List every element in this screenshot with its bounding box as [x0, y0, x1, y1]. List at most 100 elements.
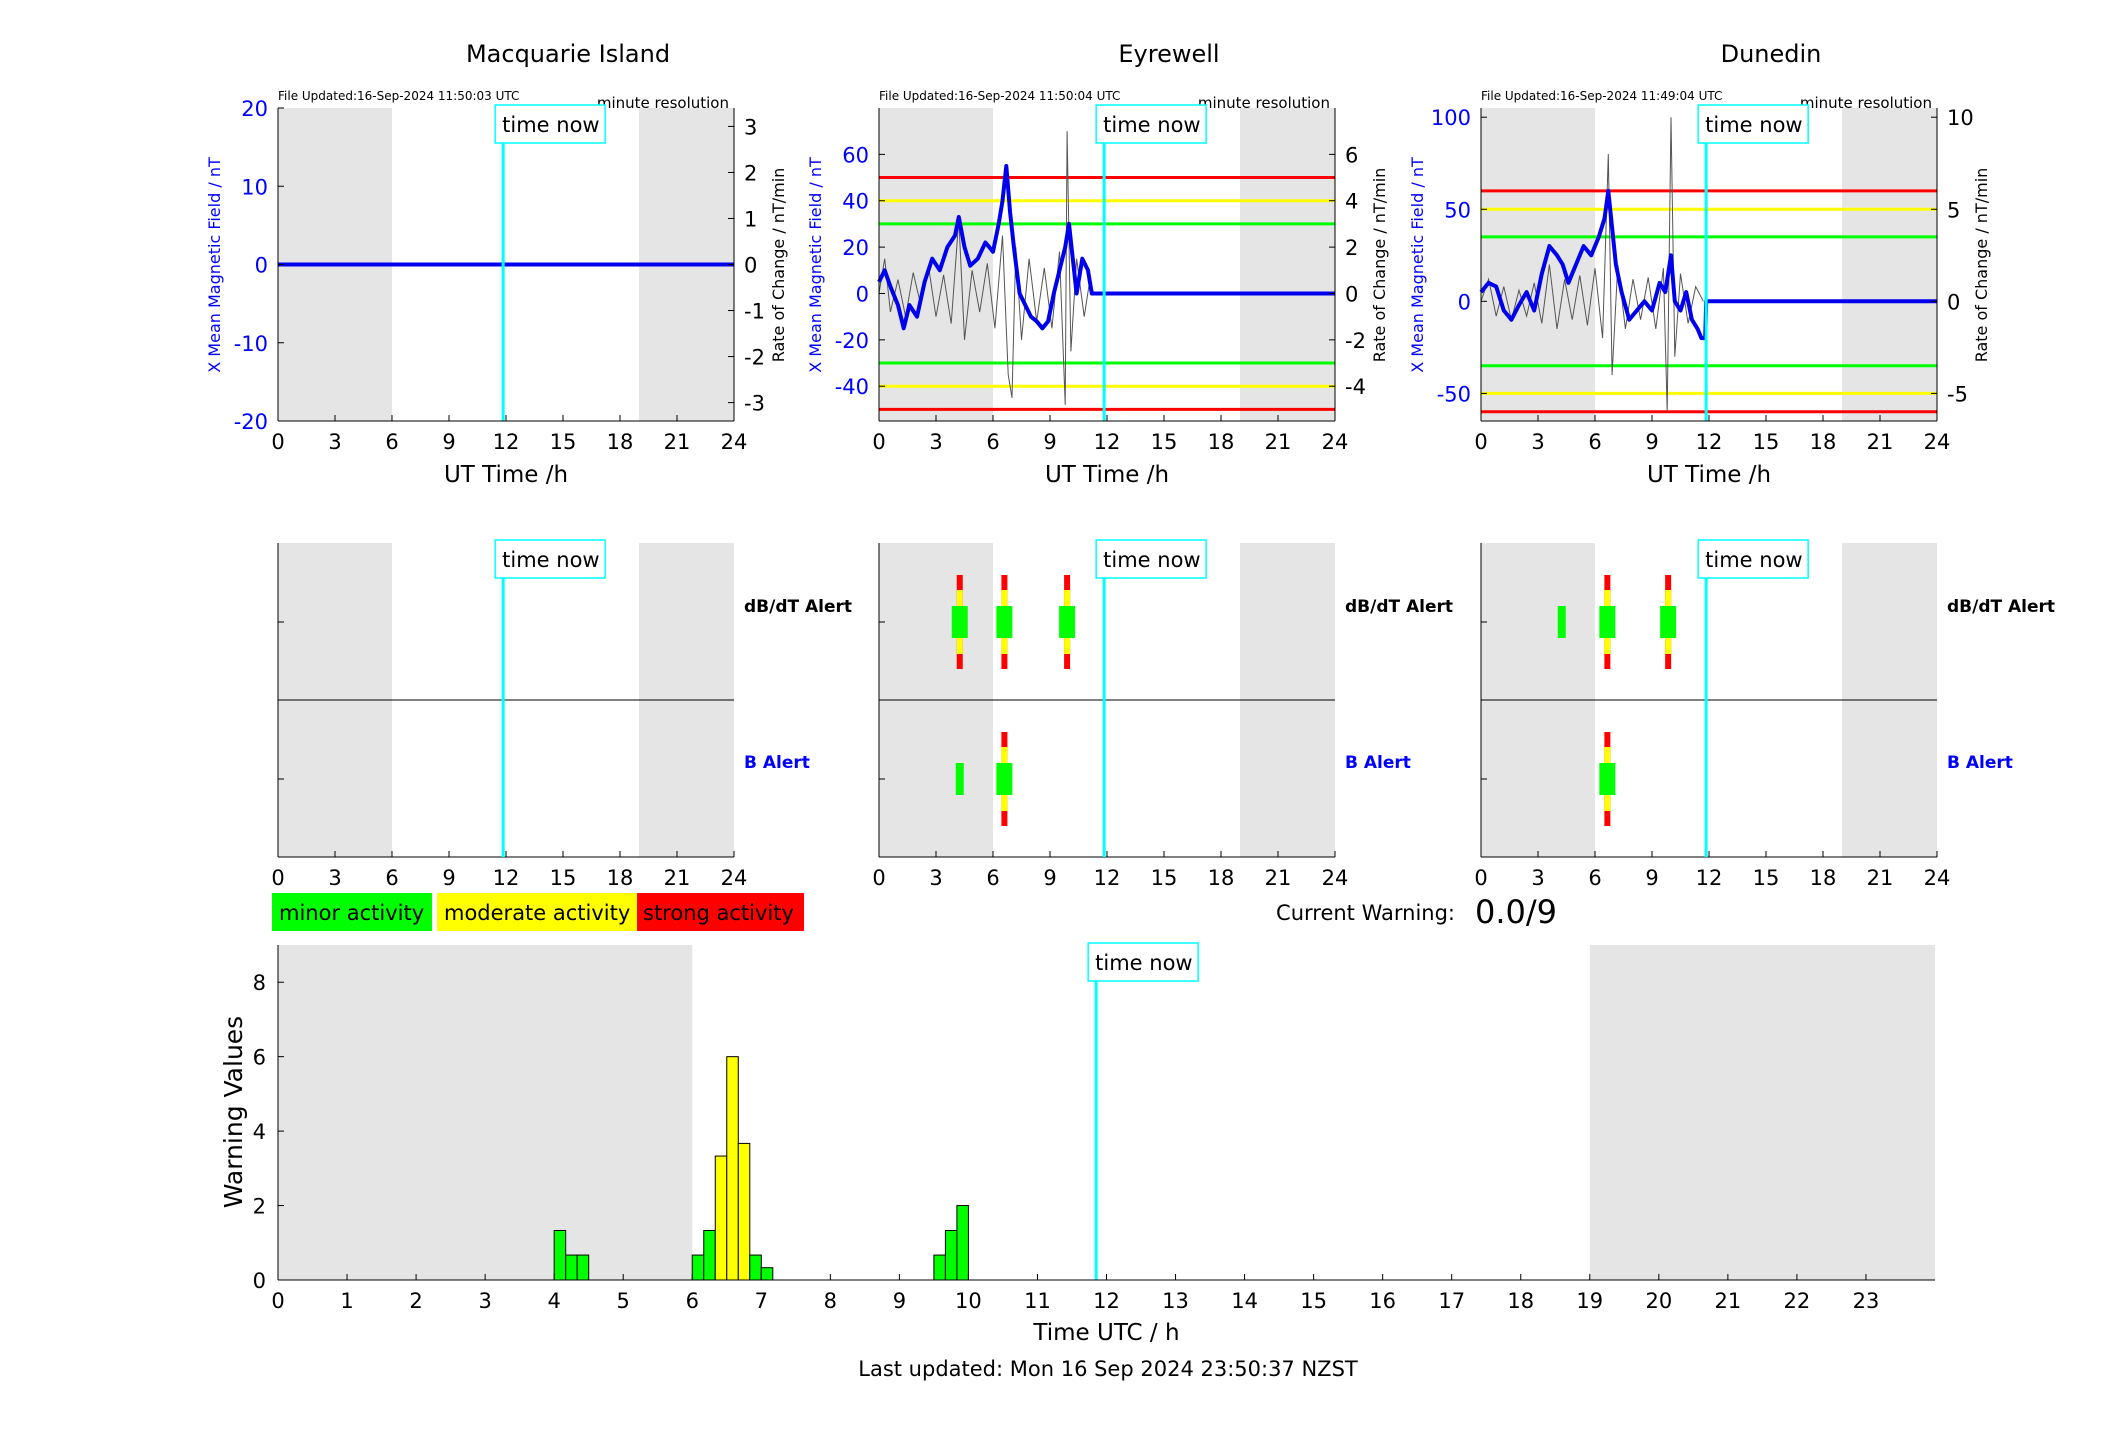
alert-x-tick-label-dunedin-4: 12 [1696, 866, 1723, 890]
alert-marker-dbdt-dunedin-1-minor [1599, 606, 1616, 638]
x-tick-label-dunedin-3: 9 [1645, 430, 1658, 454]
x-tick-label-macquarie-3: 9 [442, 430, 455, 454]
alert-time-now-label-macquarie: time now [502, 548, 599, 572]
x-tick-label-eyrewell-4: 12 [1094, 430, 1121, 454]
x-tick-label-macquarie-0: 0 [271, 430, 284, 454]
legend-swatch-strong [637, 893, 804, 931]
resolution-macquarie: minute resolution [597, 94, 729, 112]
warning-bar-3 [691, 1254, 705, 1281]
chart-x-tick-label-12: 12 [1093, 1289, 1120, 1313]
x-tick-label-macquarie-5: 15 [550, 430, 577, 454]
alert-x-tick-label-macquarie-6: 18 [607, 866, 634, 890]
alert-x-tick-label-dunedin-8: 24 [1924, 866, 1951, 890]
left-tick-label-eyrewell-5: 60 [842, 143, 869, 167]
right-tick-label-macquarie-0: -3 [744, 392, 765, 416]
chart-x-tick-label-8: 8 [824, 1289, 837, 1313]
warning-bar-5 [714, 1155, 728, 1281]
left-tick-label-dunedin-0: -50 [1437, 382, 1471, 406]
alert-x-tick-label-dunedin-6: 18 [1810, 866, 1837, 890]
alert-time-now-label-dunedin: time now [1705, 548, 1802, 572]
alert-time-now-box-macquarie [494, 539, 606, 579]
alert-x-tick-label-macquarie-5: 15 [550, 866, 577, 890]
resolution-dunedin: minute resolution [1800, 94, 1932, 112]
night-shading-eyrewell-1 [1240, 108, 1335, 421]
time-now-box-eyrewell [1095, 104, 1207, 144]
alert-x-tick-label-eyrewell-3: 9 [1043, 866, 1056, 890]
right-tick-label-eyrewell-3: 2 [1345, 236, 1358, 260]
dbdt-alert-label-eyrewell: dB/dT Alert [1345, 597, 1453, 617]
alert-x-tick-label-dunedin-5: 15 [1753, 866, 1780, 890]
chart-x-tick-label-2: 2 [409, 1289, 422, 1313]
x-axis-label-dunedin: UT Time /h [1647, 462, 1771, 488]
left-tick-label-macquarie-0: -20 [234, 410, 268, 434]
x-axis-label-macquarie: UT Time /h [444, 462, 568, 488]
alert-time-now-box-dunedin [1697, 539, 1809, 579]
legend-swatch-minor [272, 893, 432, 931]
right-axis-label-eyrewell: Rate of Change / nT/min [1370, 168, 1389, 363]
alert-x-tick-label-dunedin-3: 9 [1645, 866, 1658, 890]
warning-bar-12 [956, 1205, 969, 1281]
x-tick-label-macquarie-6: 18 [607, 430, 634, 454]
left-tick-label-macquarie-2: 0 [255, 254, 268, 278]
alert-x-tick-label-eyrewell-7: 21 [1265, 866, 1292, 890]
chart-y-tick-label-3: 6 [253, 1046, 266, 1070]
left-tick-label-dunedin-3: 100 [1431, 106, 1471, 130]
mean-field-line-dunedin [1479, 188, 1937, 341]
time-now-label-dunedin: time now [1705, 113, 1802, 137]
left-tick-label-eyrewell-2: 0 [856, 282, 869, 306]
chart-x-tick-label-5: 5 [617, 1289, 630, 1313]
right-tick-label-eyrewell-0: -4 [1345, 375, 1366, 399]
warning-bar-4 [703, 1229, 716, 1281]
right-tick-label-macquarie-1: -2 [744, 346, 765, 370]
chart-x-tick-label-21: 21 [1715, 1289, 1742, 1313]
station-title-dunedin: Dunedin [1721, 40, 1822, 68]
alert-plot-macquarie: time now dB/dT Alert B Alert 0 3 6 9 12 15 18 21 24 [271, 539, 852, 890]
right-tick-label-eyrewell-1: -2 [1345, 329, 1366, 353]
dbdt-alert-label-dunedin: dB/dT Alert [1947, 597, 2055, 617]
x-tick-label-macquarie-4: 12 [493, 430, 520, 454]
legend-label-strong: strong activity [643, 901, 794, 925]
chart-x-tick-label-1: 1 [340, 1289, 353, 1313]
chart-time-now-label: time now [1095, 951, 1192, 975]
left-tick-label-dunedin-1: 0 [1458, 290, 1471, 314]
alert-x-tick-label-dunedin-1: 3 [1531, 866, 1544, 890]
x-tick-label-dunedin-6: 18 [1810, 430, 1837, 454]
chart-x-tick-label-11: 11 [1024, 1289, 1051, 1313]
left-tick-label-macquarie-1: -10 [234, 332, 268, 356]
alert-marker-dbdt-dunedin-2-minor [1660, 606, 1677, 638]
last-updated: Last updated: Mon 16 Sep 2024 23:50:37 N… [858, 1357, 1358, 1381]
chart-x-tick-label-9: 9 [893, 1289, 906, 1313]
alert-x-tick-label-eyrewell-8: 24 [1322, 866, 1349, 890]
file-updated-dunedin: File Updated:16-Sep-2024 11:49:04 UTC [1481, 89, 1722, 103]
alert-x-tick-label-dunedin-7: 21 [1867, 866, 1894, 890]
right-axis-label-macquarie: Rate of Change / nT/min [769, 168, 788, 363]
time-now-box-dunedin [1697, 104, 1809, 144]
warning-bar-7 [737, 1142, 751, 1281]
station-title-macquarie: Macquarie Island [466, 40, 670, 68]
alert-x-tick-label-macquarie-1: 3 [328, 866, 341, 890]
legend-label-moderate: moderate activity [444, 901, 630, 925]
alert-marker-dbdt-eyrewell-1-minor [996, 606, 1013, 638]
x-tick-label-dunedin-0: 0 [1474, 430, 1487, 454]
x-tick-label-dunedin-2: 6 [1588, 430, 1601, 454]
chart-x-tick-label-22: 22 [1784, 1289, 1811, 1313]
b-alert-label-macquarie: B Alert [744, 753, 810, 773]
x-tick-label-macquarie-2: 6 [385, 430, 398, 454]
alert-plots: time now dB/dT Alert B Alert 0 3 6 9 12 15 18 21 24… [271, 539, 2055, 890]
chart-x-tick-label-17: 17 [1438, 1289, 1465, 1313]
alert-time-now-box-eyrewell [1095, 539, 1207, 579]
chart-y-tick-label-1: 2 [253, 1195, 266, 1219]
x-tick-label-dunedin-8: 24 [1924, 430, 1951, 454]
alert-marker-dbdt-dunedin-0-minor [1557, 606, 1566, 638]
right-tick-label-dunedin-3: 10 [1947, 106, 1974, 130]
right-axis-label-dunedin: Rate of Change / nT/min [1972, 168, 1991, 363]
night-shading-dunedin-1 [1842, 108, 1937, 421]
chart-x-tick-label-19: 19 [1576, 1289, 1603, 1313]
chart-x-tick-label-16: 16 [1369, 1289, 1396, 1313]
alert-x-tick-label-macquarie-4: 12 [493, 866, 520, 890]
resolution-eyrewell: minute resolution [1198, 94, 1330, 112]
